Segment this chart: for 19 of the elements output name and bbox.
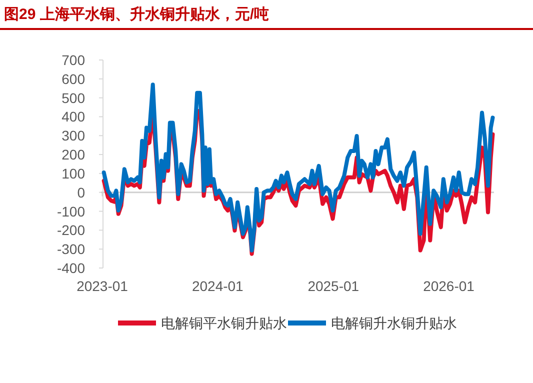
- y-tick-label: 700: [62, 52, 86, 68]
- legend-label: 电解铜升水铜升贴水: [331, 315, 457, 331]
- x-tick-label: 2023-01: [76, 278, 128, 294]
- y-tick-label: -100: [56, 203, 86, 220]
- y-tick-label: -200: [56, 222, 86, 238]
- chart-title: 图29 上海平水铜、升水铜升贴水，元/吨: [4, 6, 270, 23]
- y-tick-label: -300: [56, 241, 86, 258]
- legend-label: 电解铜平水铜升贴水: [161, 315, 287, 331]
- x-tick-label: 2025-01: [308, 278, 360, 294]
- y-tick-label: 200: [62, 146, 86, 163]
- x-tick-label: 2026-01: [423, 278, 475, 294]
- y-tick-label: 300: [62, 128, 86, 144]
- y-tick-label: 0: [77, 184, 86, 200]
- y-tick-label: -400: [56, 260, 86, 276]
- y-tick-label: 100: [62, 165, 86, 182]
- x-tick-label: 2024-01: [192, 278, 244, 294]
- y-tick-label: 500: [62, 90, 86, 106]
- y-tick-label: 600: [62, 70, 86, 87]
- y-tick-label: 400: [62, 108, 86, 125]
